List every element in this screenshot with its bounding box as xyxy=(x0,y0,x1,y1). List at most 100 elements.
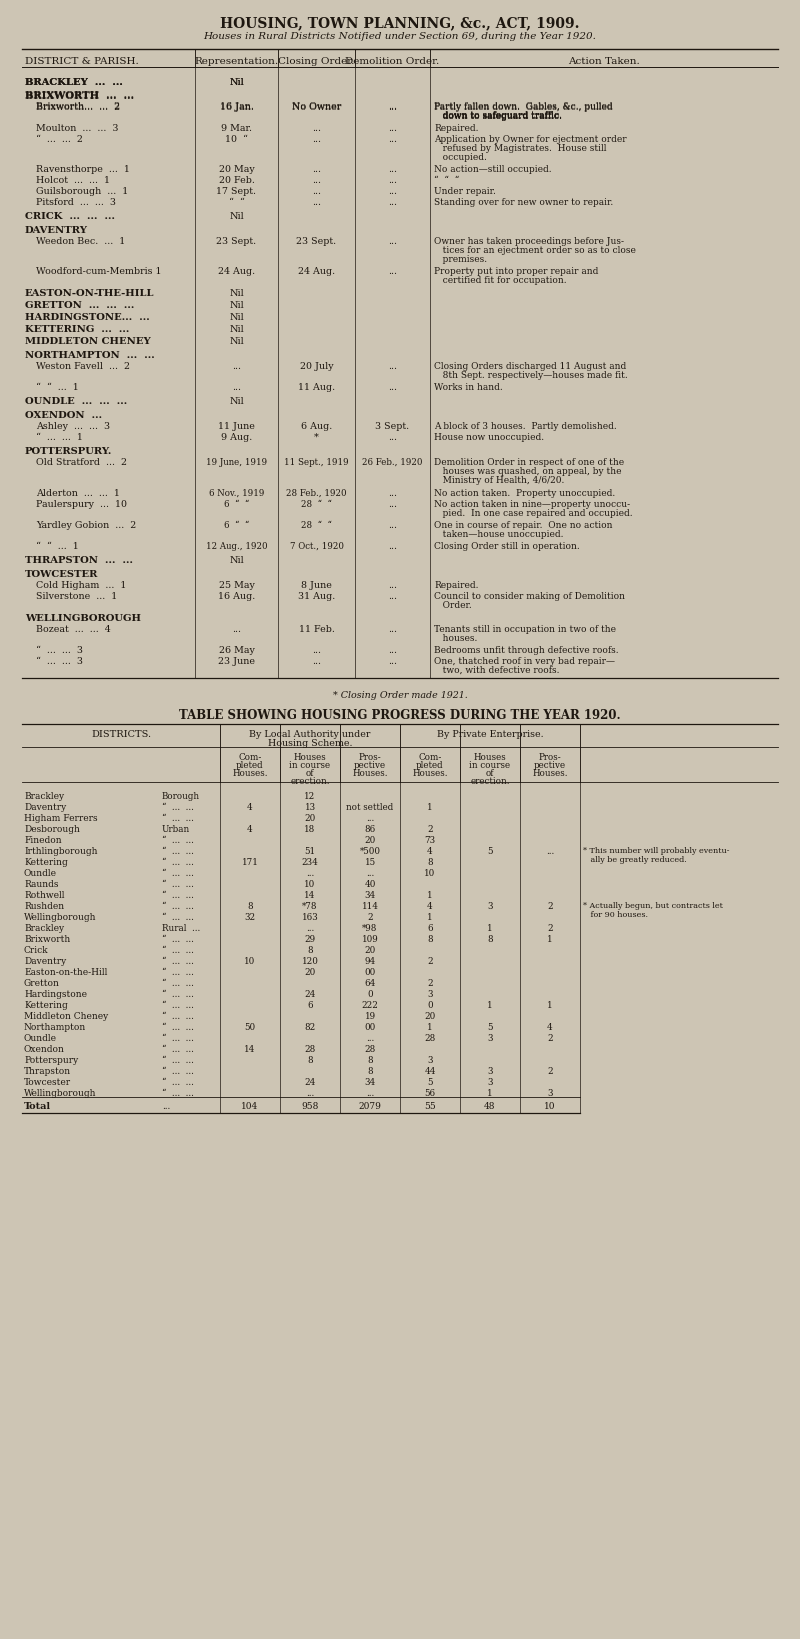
Text: 26 Feb., 1920: 26 Feb., 1920 xyxy=(362,457,422,467)
Text: Demolition Order.: Demolition Order. xyxy=(346,57,440,66)
Text: Wellingborough: Wellingborough xyxy=(24,1088,97,1098)
Text: Rushden: Rushden xyxy=(24,901,64,910)
Text: not settled: not settled xyxy=(346,803,394,811)
Text: Raunds: Raunds xyxy=(24,880,58,888)
Text: Nil: Nil xyxy=(229,325,244,334)
Text: 44: 44 xyxy=(424,1067,436,1075)
Text: “  ...  ...: “ ... ... xyxy=(162,957,194,965)
Text: Middleton Cheney: Middleton Cheney xyxy=(24,1011,108,1021)
Text: ...: ... xyxy=(388,624,397,634)
Text: down to safeguard traffic.: down to safeguard traffic. xyxy=(434,111,562,121)
Text: “  ...  ...: “ ... ... xyxy=(162,934,194,944)
Text: HOUSING, TOWN PLANNING, &c., ACT, 1909.: HOUSING, TOWN PLANNING, &c., ACT, 1909. xyxy=(220,16,580,30)
Text: “  ...  ...: “ ... ... xyxy=(162,813,194,823)
Text: 4: 4 xyxy=(247,824,253,834)
Text: BRIXWORTH  ...  ...: BRIXWORTH ... ... xyxy=(25,90,134,100)
Text: Houses.: Houses. xyxy=(412,769,448,777)
Text: 3: 3 xyxy=(427,1056,433,1064)
Text: 12: 12 xyxy=(304,792,316,800)
Text: 5: 5 xyxy=(427,1077,433,1087)
Text: Nil: Nil xyxy=(229,288,244,298)
Text: Rothwell: Rothwell xyxy=(24,890,65,900)
Text: Paulerspury  ...  10: Paulerspury ... 10 xyxy=(36,500,127,508)
Text: Moulton  ...  ...  3: Moulton ... ... 3 xyxy=(36,125,118,133)
Text: EASTON-ON-THE-HILL: EASTON-ON-THE-HILL xyxy=(25,288,154,298)
Text: No action—still occupied.: No action—still occupied. xyxy=(434,166,552,174)
Text: 1: 1 xyxy=(427,803,433,811)
Text: pective: pective xyxy=(354,760,386,770)
Text: Northampton: Northampton xyxy=(24,1023,86,1031)
Text: 28 Feb., 1920: 28 Feb., 1920 xyxy=(286,488,347,498)
Text: 1: 1 xyxy=(427,913,433,921)
Text: 10  “: 10 “ xyxy=(225,134,248,144)
Text: of: of xyxy=(486,769,494,777)
Text: Pros-: Pros- xyxy=(538,752,562,762)
Text: 1: 1 xyxy=(487,923,493,933)
Text: “  ...  ...: “ ... ... xyxy=(162,869,194,877)
Text: Nil: Nil xyxy=(229,556,244,565)
Text: “  ...  ...: “ ... ... xyxy=(162,990,194,998)
Text: ...: ... xyxy=(366,1088,374,1098)
Text: ...: ... xyxy=(312,134,321,144)
Text: 3: 3 xyxy=(487,901,493,910)
Text: 31 Aug.: 31 Aug. xyxy=(298,592,335,600)
Text: ...: ... xyxy=(312,187,321,197)
Text: ...: ... xyxy=(388,198,397,207)
Text: 00: 00 xyxy=(364,1023,376,1031)
Text: “  “: “ “ xyxy=(229,198,244,207)
Text: Houses.: Houses. xyxy=(532,769,568,777)
Text: erection.: erection. xyxy=(290,777,330,785)
Text: “  ...  ...: “ ... ... xyxy=(162,913,194,921)
Text: 16 Aug.: 16 Aug. xyxy=(218,592,255,600)
Text: Kettering: Kettering xyxy=(24,857,68,867)
Text: 8: 8 xyxy=(307,1056,313,1064)
Text: 28: 28 xyxy=(304,1044,316,1054)
Text: ...: ... xyxy=(388,580,397,590)
Text: Closing Order.: Closing Order. xyxy=(278,57,354,66)
Text: “  ...  ...: “ ... ... xyxy=(162,857,194,867)
Text: 64: 64 xyxy=(364,978,376,987)
Text: 6 Aug.: 6 Aug. xyxy=(301,421,332,431)
Text: 104: 104 xyxy=(242,1101,258,1110)
Text: 25 May: 25 May xyxy=(218,580,254,590)
Text: ...: ... xyxy=(388,384,397,392)
Text: 3: 3 xyxy=(547,1088,553,1098)
Text: 20: 20 xyxy=(304,813,316,823)
Text: ...: ... xyxy=(306,923,314,933)
Text: No Owner: No Owner xyxy=(292,102,341,111)
Text: Wellingborough: Wellingborough xyxy=(24,913,97,921)
Text: 00: 00 xyxy=(364,967,376,977)
Text: 20 May: 20 May xyxy=(218,166,254,174)
Text: Weston Favell  ...  2: Weston Favell ... 2 xyxy=(36,362,130,370)
Text: Housing Scheme.: Housing Scheme. xyxy=(268,739,352,747)
Text: Application by Owner for ejectment order: Application by Owner for ejectment order xyxy=(434,134,626,144)
Text: Desborough: Desborough xyxy=(24,824,80,834)
Text: 1: 1 xyxy=(547,1000,553,1010)
Text: 2: 2 xyxy=(547,923,553,933)
Text: 14: 14 xyxy=(244,1044,256,1054)
Text: 2: 2 xyxy=(427,957,433,965)
Text: 32: 32 xyxy=(245,913,255,921)
Text: 120: 120 xyxy=(302,957,318,965)
Text: 48: 48 xyxy=(484,1101,496,1110)
Text: Com-: Com- xyxy=(418,752,442,762)
Text: WELLINGBOROUGH: WELLINGBOROUGH xyxy=(25,613,141,623)
Text: Ravensthorpe  ...  1: Ravensthorpe ... 1 xyxy=(36,166,130,174)
Text: “  ...  ...: “ ... ... xyxy=(162,1011,194,1021)
Text: ...: ... xyxy=(388,238,397,246)
Text: “  “  ...  1: “ “ ... 1 xyxy=(36,384,78,392)
Text: ...: ... xyxy=(388,125,397,133)
Text: “  ...  ...: “ ... ... xyxy=(162,836,194,844)
Text: Oxendon: Oxendon xyxy=(24,1044,65,1054)
Text: 8: 8 xyxy=(487,934,493,944)
Text: 8: 8 xyxy=(427,934,433,944)
Text: POTTERSPURY.: POTTERSPURY. xyxy=(25,447,112,456)
Text: 3: 3 xyxy=(487,1033,493,1042)
Text: pleted: pleted xyxy=(236,760,264,770)
Text: Irthlingborough: Irthlingborough xyxy=(24,846,98,856)
Text: Daventry: Daventry xyxy=(24,957,66,965)
Text: Ashley  ...  ...  3: Ashley ... ... 3 xyxy=(36,421,110,431)
Text: By Private Enterprise.: By Private Enterprise. xyxy=(437,729,543,739)
Text: 19 June, 1919: 19 June, 1919 xyxy=(206,457,267,467)
Text: Old Stratford  ...  2: Old Stratford ... 2 xyxy=(36,457,127,467)
